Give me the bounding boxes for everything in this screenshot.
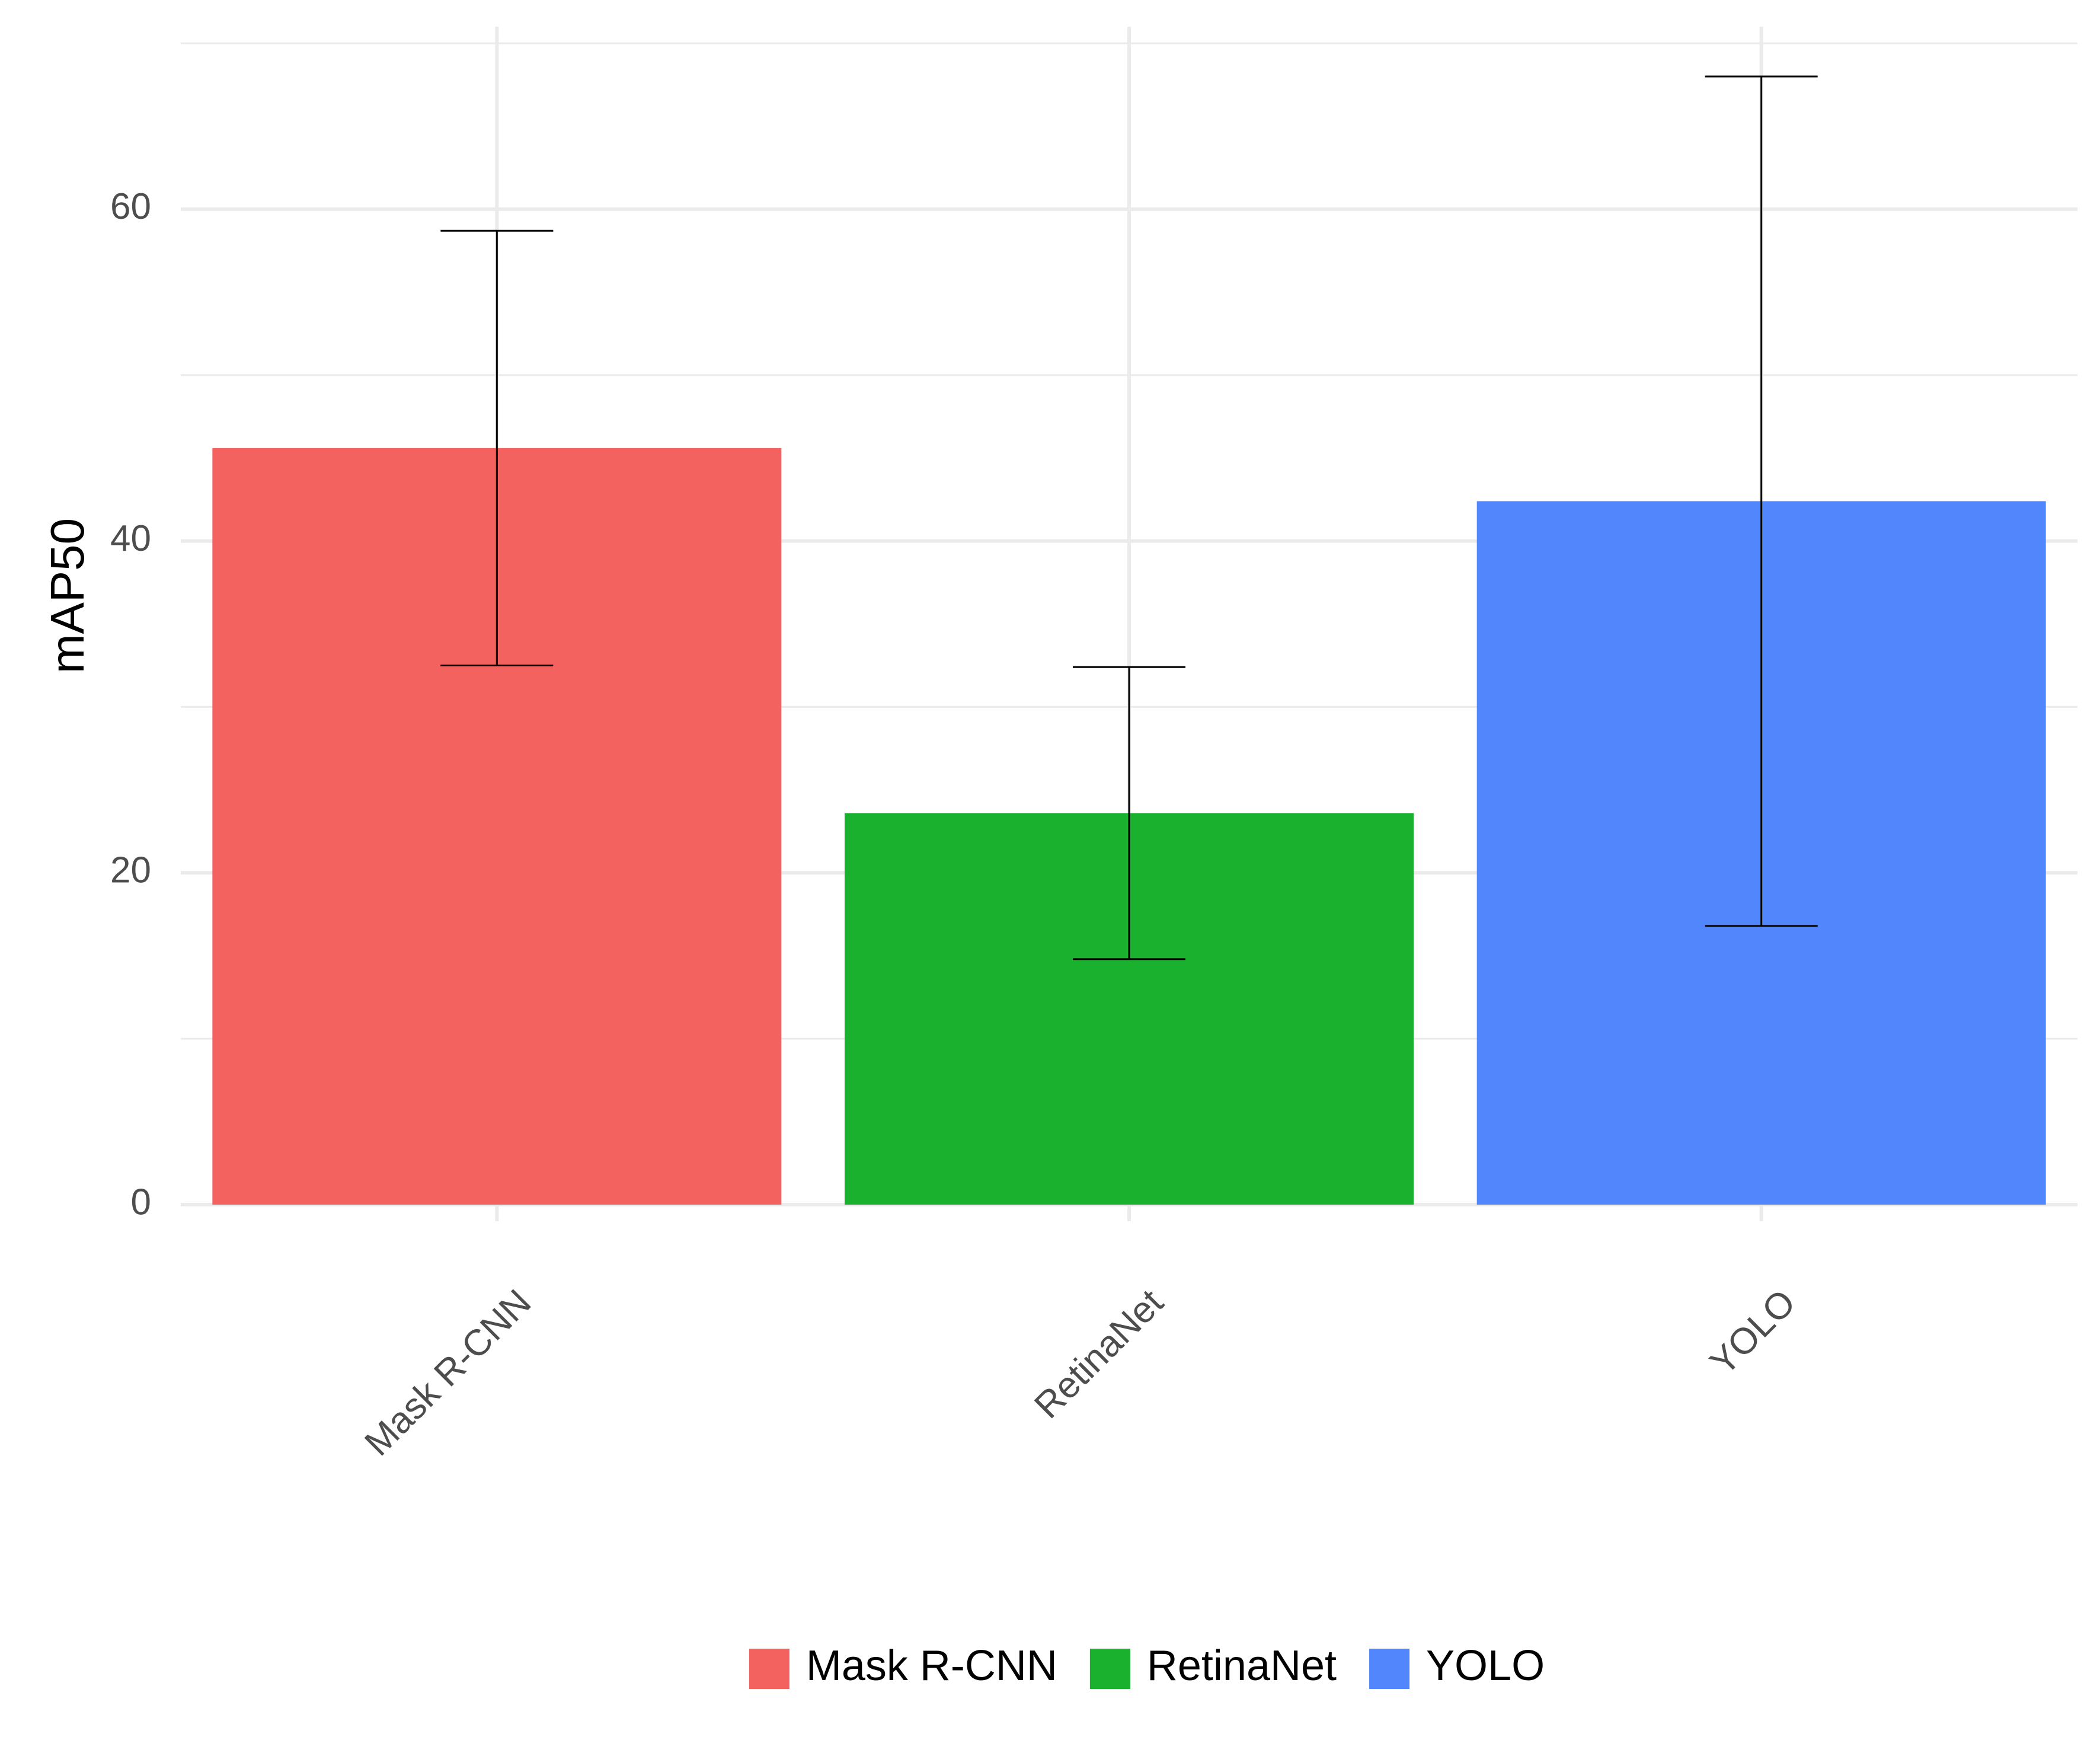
x-tick-label: YOLO — [1702, 1282, 1804, 1383]
y-tick-label: 20 — [110, 850, 151, 891]
error-bar — [440, 229, 554, 666]
legend-swatch — [1089, 1649, 1130, 1689]
y-tick-label: 40 — [110, 518, 151, 559]
legend-label: YOLO — [1426, 1642, 1545, 1690]
x-tick-label: RetinaNet — [1027, 1282, 1171, 1426]
y-axis-title: mAP50 — [41, 518, 94, 673]
error-bar — [1705, 75, 1818, 927]
y-tick-label: 60 — [110, 186, 151, 227]
legend: Mask R-CNN RetinaNet YOLO — [749, 1642, 1545, 1690]
errorbar-layer — [440, 75, 1818, 960]
y-axis: 0 20 40 60 — [110, 186, 151, 1222]
x-tick-label: Mask R-CNN — [357, 1282, 539, 1464]
legend-label: RetinaNet — [1147, 1642, 1337, 1690]
legend-item: RetinaNet — [1089, 1642, 1337, 1690]
y-tick-label: 0 — [131, 1182, 151, 1222]
legend-item: YOLO — [1369, 1642, 1545, 1690]
legend-label: Mask R-CNN — [806, 1642, 1057, 1690]
legend-swatch — [1369, 1649, 1410, 1689]
legend-item: Mask R-CNN — [749, 1642, 1057, 1690]
x-axis: Mask R-CNN RetinaNet YOLO — [357, 1282, 1803, 1464]
legend-swatch — [749, 1649, 790, 1689]
error-bar — [1073, 666, 1185, 960]
